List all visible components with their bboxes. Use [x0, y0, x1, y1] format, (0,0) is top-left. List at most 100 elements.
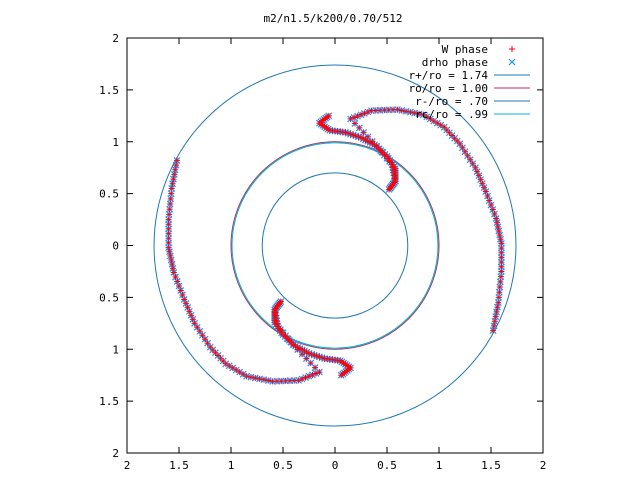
- w-marker: [373, 142, 380, 149]
- w-marker: [269, 378, 276, 385]
- w-marker: [188, 312, 195, 319]
- x-tick-label: 1: [436, 459, 443, 472]
- w-marker: [166, 211, 173, 218]
- w-marker: [423, 113, 430, 120]
- x-tick-label: 0: [332, 459, 339, 472]
- w-marker: [169, 265, 176, 272]
- w-marker: [390, 169, 397, 176]
- w-marker: [313, 352, 320, 359]
- w-marker: [177, 287, 184, 294]
- w-marker: [182, 300, 189, 307]
- w-marker: [449, 132, 455, 139]
- w-marker: [165, 216, 172, 223]
- y-tick-label: 1.5: [99, 395, 119, 408]
- w-marker: [167, 195, 174, 202]
- w-marker: [273, 315, 280, 322]
- legend-label: r-/ro = .70: [415, 95, 488, 108]
- w-marker: [302, 374, 309, 381]
- w-marker: [489, 206, 496, 213]
- w-marker: [179, 291, 186, 298]
- w-marker: [308, 351, 315, 358]
- w-marker: [233, 367, 240, 373]
- w-marker: [384, 155, 390, 162]
- w-marker: [280, 329, 286, 336]
- w-marker: [352, 132, 359, 139]
- w-marker: [358, 111, 364, 118]
- w-marker: [277, 326, 284, 333]
- w-marker: [497, 278, 504, 285]
- w-marker: [212, 349, 219, 356]
- w-marker: [345, 130, 351, 137]
- w-marker: [355, 133, 362, 140]
- y-tick-label: 0.5: [99, 188, 119, 201]
- w-marker: [472, 164, 479, 171]
- w-marker: [497, 273, 504, 280]
- w-marker: [272, 309, 279, 316]
- legend-label: drho phase: [422, 56, 488, 69]
- w-marker: [491, 211, 498, 218]
- legend-plus-marker: [509, 46, 515, 52]
- w-marker: [496, 232, 503, 239]
- w-marker: [462, 148, 468, 155]
- w-marker: [256, 375, 263, 382]
- w-marker: [347, 131, 354, 138]
- w-marker: [167, 201, 174, 207]
- legend-label: ro/ro = 1.00: [409, 82, 488, 95]
- w-marker: [265, 377, 272, 384]
- w-marker: [488, 202, 494, 209]
- w-marker: [351, 120, 358, 127]
- w-marker: [290, 342, 297, 349]
- w-marker: [272, 312, 279, 319]
- w-marker: [407, 109, 414, 116]
- w-marker: [394, 106, 401, 113]
- x-tick-label: 2: [124, 459, 131, 472]
- legend-label: W phase: [442, 43, 488, 56]
- w-marker: [312, 364, 319, 371]
- w-marker: [299, 375, 306, 382]
- w-marker: [491, 318, 498, 325]
- w-marker: [495, 227, 502, 234]
- x-tick-label: 2: [540, 459, 547, 472]
- w-marker: [172, 273, 179, 280]
- w-marker: [282, 332, 289, 339]
- w-marker: [494, 223, 501, 230]
- w-marker: [496, 289, 503, 296]
- w-marker: [271, 306, 278, 313]
- circle-rc-ro: [231, 142, 439, 349]
- w-marker: [493, 215, 500, 222]
- w-marker: [309, 371, 316, 378]
- circle-r-ro: [153, 64, 517, 427]
- x-tick-label: 0.5: [377, 459, 397, 472]
- w-marker: [236, 369, 243, 376]
- w-marker: [207, 344, 214, 351]
- w-marker: [169, 261, 176, 268]
- w-marker: [495, 299, 502, 306]
- w-marker: [209, 346, 216, 353]
- w-marker: [391, 179, 398, 186]
- w-marker: [319, 354, 325, 361]
- w-marker: [184, 304, 191, 311]
- w-marker: [350, 132, 357, 139]
- w-marker: [474, 168, 481, 175]
- w-marker: [386, 158, 393, 165]
- w-marker: [347, 115, 354, 122]
- w-marker: [285, 335, 292, 342]
- w-marker: [272, 305, 279, 312]
- axis-ticks: [126, 37, 544, 454]
- w-marker: [194, 324, 201, 331]
- w-marker: [294, 346, 301, 353]
- w-marker: [274, 320, 281, 327]
- w-marker: [495, 294, 502, 301]
- w-marker: [186, 308, 193, 315]
- w-marker: [168, 257, 175, 264]
- w-marker: [437, 122, 444, 129]
- legend-label: rc/ro = .99: [415, 108, 488, 121]
- w-marker: [364, 133, 371, 140]
- w-marker: [392, 178, 399, 185]
- w-marker: [434, 120, 441, 127]
- w-marker: [443, 126, 450, 133]
- w-marker: [427, 115, 434, 122]
- w-marker: [171, 171, 178, 178]
- x-tick-label: 0.5: [273, 459, 293, 472]
- w-marker: [168, 190, 175, 197]
